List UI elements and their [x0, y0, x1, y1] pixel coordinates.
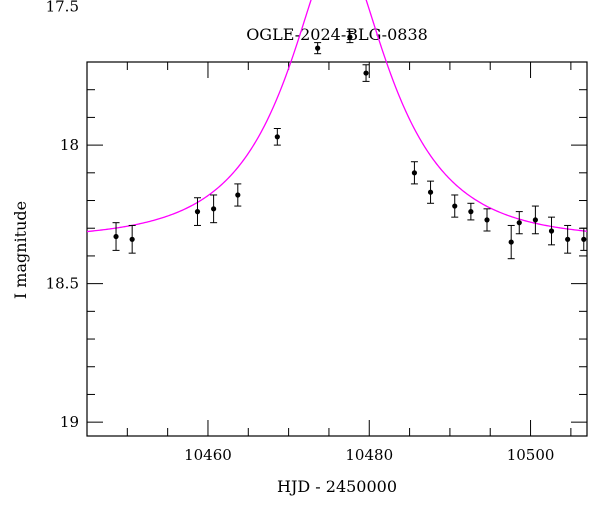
- data-point: [532, 217, 538, 223]
- y-tick-label: 17.5: [46, 0, 79, 16]
- data-point: [315, 45, 321, 51]
- data-point: [235, 192, 241, 198]
- y-tick-label: 18.5: [46, 275, 79, 293]
- data-point: [363, 70, 369, 76]
- data-point: [427, 189, 434, 195]
- data-point: [508, 239, 514, 245]
- y-tick-label: 19: [60, 413, 79, 431]
- data-point: [129, 236, 135, 242]
- x-tick-label: 10460: [184, 446, 232, 464]
- y-axis-label: I magnitude: [11, 201, 30, 299]
- data-point: [516, 220, 522, 226]
- x-axis-label: HJD - 2450000: [277, 477, 397, 496]
- data-point: [194, 209, 201, 215]
- chart-title: OGLE-2024-BLG-0838: [246, 25, 428, 44]
- data-point: [484, 217, 490, 223]
- data-point: [581, 236, 587, 242]
- tick-labels: 10460 10480 10500 17.5 18 18.5 19: [46, 0, 555, 464]
- y-tick-label: 18: [60, 136, 79, 154]
- data-points: [112, 31, 588, 260]
- data-point: [548, 228, 555, 234]
- data-point: [211, 206, 217, 212]
- x-tick-label: 10480: [345, 446, 393, 464]
- x-tick-label: 10500: [507, 446, 555, 464]
- axis-ticks: [86, 61, 587, 436]
- data-point: [452, 203, 458, 209]
- data-point: [468, 209, 474, 215]
- data-point: [411, 170, 418, 176]
- data-point: [347, 34, 353, 40]
- data-point: [113, 233, 119, 240]
- data-point: [565, 236, 571, 242]
- plot-frame: [86, 61, 588, 437]
- data-point: [274, 134, 280, 140]
- model-curve: [86, 0, 588, 233]
